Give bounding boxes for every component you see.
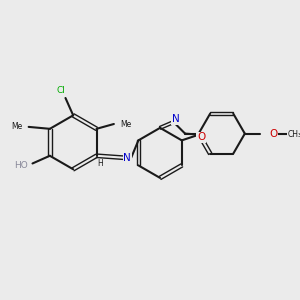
Text: HO: HO	[14, 161, 28, 170]
Text: N: N	[124, 153, 131, 163]
Text: N: N	[172, 114, 179, 124]
Text: Me: Me	[120, 119, 131, 128]
Text: O: O	[197, 133, 205, 142]
Text: Cl: Cl	[56, 86, 65, 95]
Text: CH₃: CH₃	[288, 130, 300, 139]
Text: Me: Me	[11, 122, 23, 131]
Text: H: H	[98, 159, 103, 168]
Text: O: O	[270, 129, 278, 139]
